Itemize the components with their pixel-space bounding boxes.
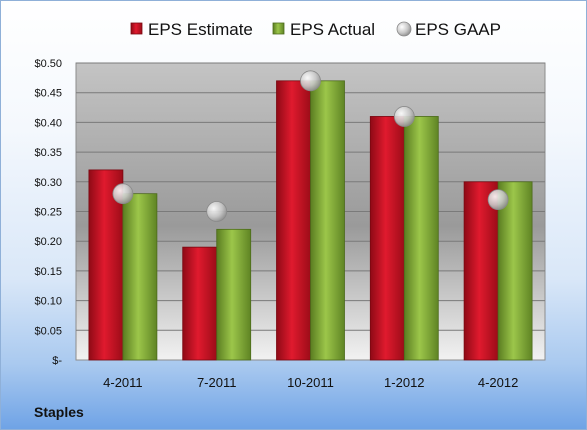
company-label: Staples [34, 404, 84, 420]
eps-gaap-marker [206, 201, 228, 222]
eps-estimate-bar [369, 116, 405, 361]
x-tick-label: 10-2011 [287, 375, 334, 390]
bars [88, 80, 533, 361]
legend-swatch-actual [272, 22, 285, 35]
x-tick-label: 4-2011 [103, 375, 143, 390]
eps-actual-bar [497, 181, 533, 361]
eps-gaap-marker [112, 183, 134, 205]
y-tick-label: $0.45 [34, 88, 62, 100]
legend-swatch-gaap [396, 21, 412, 37]
y-tick-label: $0.40 [34, 117, 62, 129]
eps-gaap-marker [487, 189, 509, 211]
x-tick-label: 7-2011 [197, 375, 237, 390]
y-tick-label: $0.35 [34, 147, 62, 159]
x-tick-label: 1-2012 [384, 375, 424, 390]
legend-swatch-estimate [130, 22, 143, 35]
eps-estimate-bar [182, 246, 218, 361]
eps-estimate-bar [276, 80, 311, 361]
legend-label: EPS Estimate [148, 20, 253, 39]
gaap-markers [112, 70, 509, 222]
legend-label: EPS GAAP [415, 20, 501, 39]
x-tick-label: 4-2012 [478, 375, 518, 390]
x-axis-labels: 4-2011 7-2011 10-2011 1-2012 4-2012 [103, 375, 518, 390]
eps-estimate-bar [463, 181, 499, 361]
y-tick-label: $0.10 [34, 296, 62, 308]
legend: EPS Estimate EPS Actual EPS GAAP [130, 20, 501, 39]
y-tick-label: $0.30 [34, 177, 62, 189]
y-tick-label: $- [52, 355, 62, 367]
y-tick-label: $0.20 [34, 236, 62, 248]
y-tick-label: $0.15 [34, 266, 62, 278]
eps-actual-bar [122, 193, 158, 361]
y-tick-label: $0.05 [34, 325, 62, 337]
y-axis-ticks: $- $0.05 $0.10 $0.15 $0.20 $0.25 $0.30 $0.35 $0.… [34, 58, 62, 367]
eps-gaap-marker [300, 70, 321, 92]
y-tick-label: $0.50 [34, 58, 62, 70]
eps-gaap-marker [393, 106, 415, 127]
legend-label: EPS Actual [290, 20, 375, 39]
eps-actual-bar [216, 228, 252, 361]
y-tick-label: $0.25 [34, 207, 62, 219]
eps-actual-bar [310, 80, 345, 361]
eps-actual-bar [403, 116, 439, 361]
